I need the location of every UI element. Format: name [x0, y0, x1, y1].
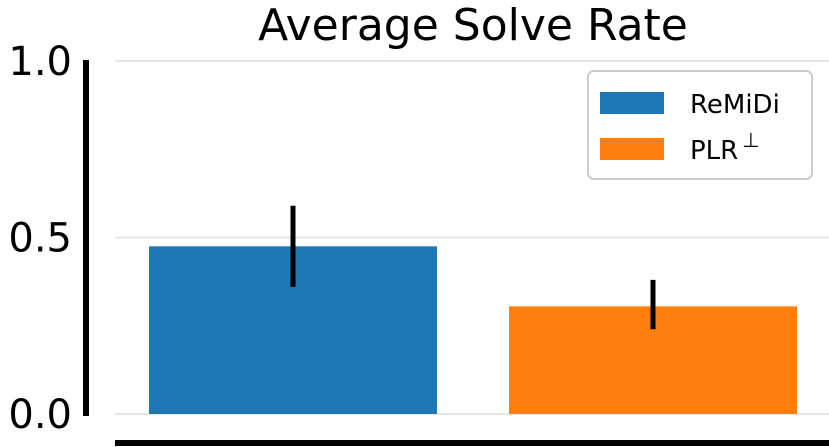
legend: ReMiDi PLR ⊥ [587, 70, 813, 180]
y-tick-labels: 0.0 0.5 1.0 [8, 39, 72, 438]
legend-label-remidi: ReMiDi [690, 90, 780, 120]
legend-swatch-remidi [600, 92, 664, 114]
y-tick-label: 0.5 [8, 216, 72, 262]
legend-label-plr: PLR ⊥ [690, 128, 760, 166]
chart-title: Average Solve Rate [258, 0, 688, 51]
y-tick-label: 1.0 [8, 39, 72, 85]
y-tick-label: 0.0 [8, 392, 72, 438]
bars [149, 246, 797, 414]
error-bars [290, 205, 656, 330]
legend-label-plr-superscript: ⊥ [742, 128, 759, 152]
legend-swatch-plr [600, 138, 664, 160]
